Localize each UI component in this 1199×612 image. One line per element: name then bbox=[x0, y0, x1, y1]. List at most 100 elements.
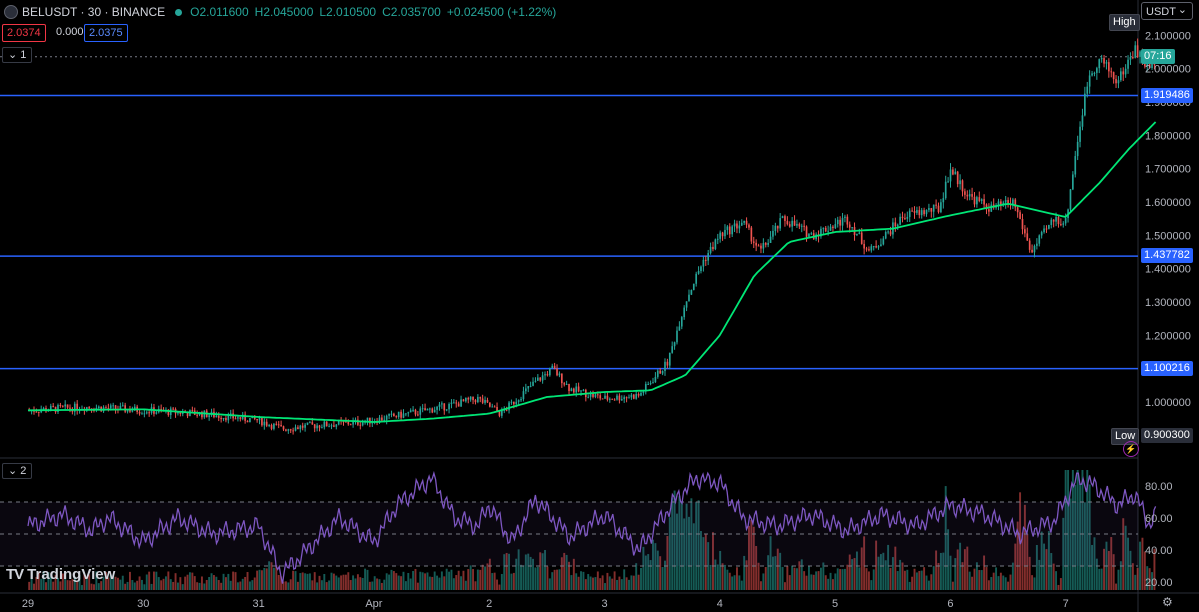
candle-body bbox=[1139, 51, 1141, 57]
candle-body bbox=[1127, 59, 1129, 69]
pane-1-collapse-button[interactable]: ⌄ 1 bbox=[2, 47, 33, 63]
candle-body bbox=[1052, 219, 1055, 222]
candle-body bbox=[618, 395, 621, 401]
volume-bar bbox=[704, 534, 707, 590]
volume-bar bbox=[661, 566, 664, 590]
volume-bar bbox=[644, 555, 647, 590]
volume-bar bbox=[668, 517, 671, 590]
candle-body bbox=[289, 429, 292, 431]
candle-body bbox=[524, 388, 527, 392]
candle-body bbox=[390, 413, 393, 415]
volume-bar bbox=[867, 571, 870, 590]
candle-body bbox=[299, 425, 302, 430]
sell-button[interactable]: 2.0374 bbox=[2, 24, 46, 42]
candle-body bbox=[611, 398, 614, 400]
candle-body bbox=[37, 411, 40, 413]
candle-body bbox=[676, 330, 678, 343]
volume-bar bbox=[865, 568, 868, 590]
volume-bar bbox=[911, 576, 914, 590]
candle-body bbox=[172, 408, 174, 410]
candle-body bbox=[971, 194, 973, 197]
volume-bar bbox=[191, 572, 194, 590]
candle-body bbox=[453, 402, 455, 404]
candle-body bbox=[126, 409, 129, 412]
volume-bar bbox=[373, 576, 376, 590]
candle-body bbox=[836, 219, 839, 225]
candle-body bbox=[616, 395, 618, 400]
volume-bar bbox=[1081, 470, 1084, 590]
candle-body bbox=[208, 415, 210, 418]
candle-body bbox=[887, 231, 889, 233]
level-tag-1[interactable]: 1.919486 bbox=[1141, 88, 1193, 103]
volume-bar bbox=[359, 577, 362, 590]
volume-bar bbox=[340, 575, 343, 590]
candle-body bbox=[748, 224, 750, 228]
volume-bar bbox=[891, 557, 894, 590]
candle-body bbox=[1081, 115, 1084, 127]
volume-bar bbox=[150, 583, 153, 590]
candle-body bbox=[467, 397, 470, 400]
volume-bar bbox=[642, 546, 645, 590]
candles[interactable] bbox=[28, 38, 1156, 435]
candle-body bbox=[145, 412, 148, 414]
volume-bar bbox=[745, 560, 748, 590]
volume-bar bbox=[1129, 550, 1132, 590]
volume-bar bbox=[253, 577, 256, 590]
volume-bar bbox=[795, 568, 798, 590]
candle-body bbox=[788, 224, 791, 227]
candle-body bbox=[433, 409, 436, 413]
volume-bar bbox=[942, 552, 945, 590]
gear-icon[interactable]: ⚙ bbox=[1162, 595, 1173, 609]
candle-body bbox=[724, 229, 726, 237]
horizontal-levels[interactable] bbox=[0, 94, 1138, 370]
candle-body bbox=[1079, 126, 1081, 142]
volume-bar bbox=[748, 525, 750, 590]
candle-body bbox=[844, 216, 846, 218]
time-tick-label: 7 bbox=[1063, 598, 1069, 610]
candle-body bbox=[606, 395, 609, 400]
time-tick-label: 31 bbox=[252, 598, 264, 610]
level-tag-2[interactable]: 1.437782 bbox=[1141, 248, 1193, 263]
volume-bar bbox=[102, 576, 105, 590]
candle-body bbox=[736, 223, 738, 229]
buy-button[interactable]: 2.0375 bbox=[84, 24, 128, 42]
ohlc-change: +0.024500 (+1.22%) bbox=[446, 5, 557, 19]
volume-bar bbox=[947, 529, 950, 590]
currency-select[interactable]: USDT ⌄ bbox=[1141, 2, 1193, 20]
candle-body bbox=[359, 424, 362, 426]
candle-body bbox=[1120, 71, 1122, 81]
lightning-icon[interactable]: ⚡ bbox=[1123, 441, 1139, 457]
level-tag-3[interactable]: 1.100216 bbox=[1141, 361, 1193, 376]
candle-body bbox=[328, 426, 330, 428]
candle-body bbox=[714, 239, 717, 250]
volume-bar bbox=[90, 583, 93, 590]
candle-body bbox=[1088, 75, 1091, 87]
volume-bar bbox=[395, 573, 398, 590]
candle-body bbox=[625, 397, 628, 399]
candle-body bbox=[781, 216, 784, 219]
symbol-title[interactable]: BELUSDT · 30 · BINANCE bbox=[22, 5, 166, 19]
candle-body bbox=[875, 246, 877, 248]
volume-bar bbox=[815, 571, 818, 590]
volume-bar bbox=[45, 582, 47, 590]
volume-bar bbox=[198, 582, 201, 590]
candle-body bbox=[436, 406, 438, 410]
candle-body bbox=[556, 368, 558, 376]
volume-bar bbox=[848, 554, 851, 590]
candle-body bbox=[997, 201, 1000, 206]
candle-body bbox=[570, 388, 573, 392]
volume-bar bbox=[810, 574, 813, 590]
volume-bar bbox=[592, 577, 594, 590]
candle-body bbox=[35, 411, 38, 413]
candle-body bbox=[532, 381, 534, 386]
volume-bar bbox=[779, 552, 782, 590]
volume-bar bbox=[743, 555, 746, 590]
volume-bar bbox=[695, 501, 698, 590]
pane-2-collapse-button[interactable]: ⌄ 2 bbox=[2, 463, 33, 479]
volume-bar bbox=[464, 580, 467, 590]
volume-bar bbox=[1141, 537, 1144, 590]
candle-body bbox=[1134, 45, 1137, 58]
candle-body bbox=[244, 414, 246, 421]
candle-body bbox=[261, 417, 263, 426]
